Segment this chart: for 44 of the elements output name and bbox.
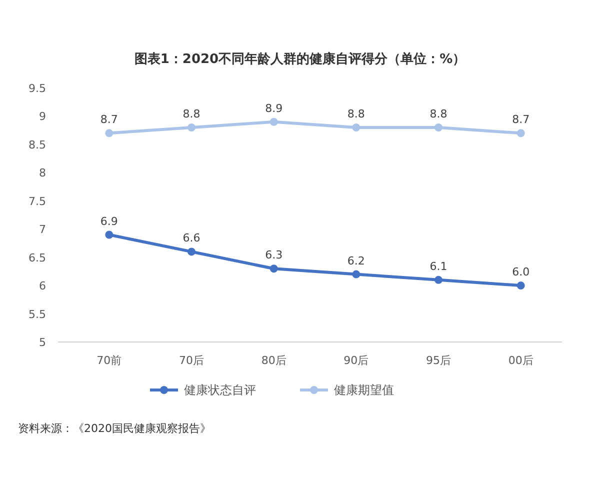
x-tick-label: 70后 <box>179 354 204 367</box>
point <box>434 124 442 132</box>
point <box>188 248 196 256</box>
data-label: 6.1 <box>430 260 448 273</box>
data-label: 6.9 <box>100 214 118 228</box>
y-tick-label: 8 <box>39 166 46 180</box>
point <box>434 276 442 284</box>
point <box>516 282 525 290</box>
x-tick-label: 90后 <box>344 354 369 367</box>
data-label: 8.8 <box>347 108 365 121</box>
y-tick-label: 6.5 <box>28 251 46 264</box>
data-label: 8.7 <box>512 113 530 126</box>
y-tick-label: 5.5 <box>28 308 46 321</box>
chart-title: 图表1：2020不同年龄人群的健康自评得分（单位：%） <box>134 51 466 67</box>
point <box>270 264 278 273</box>
text: 资料来源：《2020国民健康观察报告》 <box>18 422 211 435</box>
y-tick-label: 9.5 <box>28 82 46 95</box>
point <box>352 270 360 278</box>
legend-label: 健康状态自评 <box>184 383 256 397</box>
point <box>352 124 360 132</box>
x-tick-label: 80后 <box>261 354 286 367</box>
point <box>516 129 525 138</box>
point <box>105 129 114 138</box>
x-tick-label: 00后 <box>508 354 534 367</box>
y-tick-label: 7.5 <box>28 194 46 208</box>
data-label: 6.6 <box>182 232 200 245</box>
y-tick-label: 7 <box>39 223 46 236</box>
data-label: 8.8 <box>182 108 200 121</box>
x-tick-label: 95后 <box>426 354 451 367</box>
y-tick-label: 9 <box>39 110 46 124</box>
data-label: 8.8 <box>430 108 448 121</box>
point <box>188 124 196 132</box>
y-tick-label: 8.5 <box>28 138 46 152</box>
x-tick-label: 70前 <box>96 354 122 367</box>
point <box>270 118 278 126</box>
point <box>105 230 114 239</box>
data-label: 8.9 <box>265 102 283 115</box>
legend-label: 健康期望值 <box>334 383 394 397</box>
y-tick-label: 6 <box>39 280 46 293</box>
data-label: 6.0 <box>512 266 530 279</box>
y-tick-label: 5 <box>39 336 46 349</box>
data-label: 6.3 <box>265 248 283 262</box>
data-label: 6.2 <box>347 254 365 268</box>
data-label: 8.7 <box>100 113 118 126</box>
